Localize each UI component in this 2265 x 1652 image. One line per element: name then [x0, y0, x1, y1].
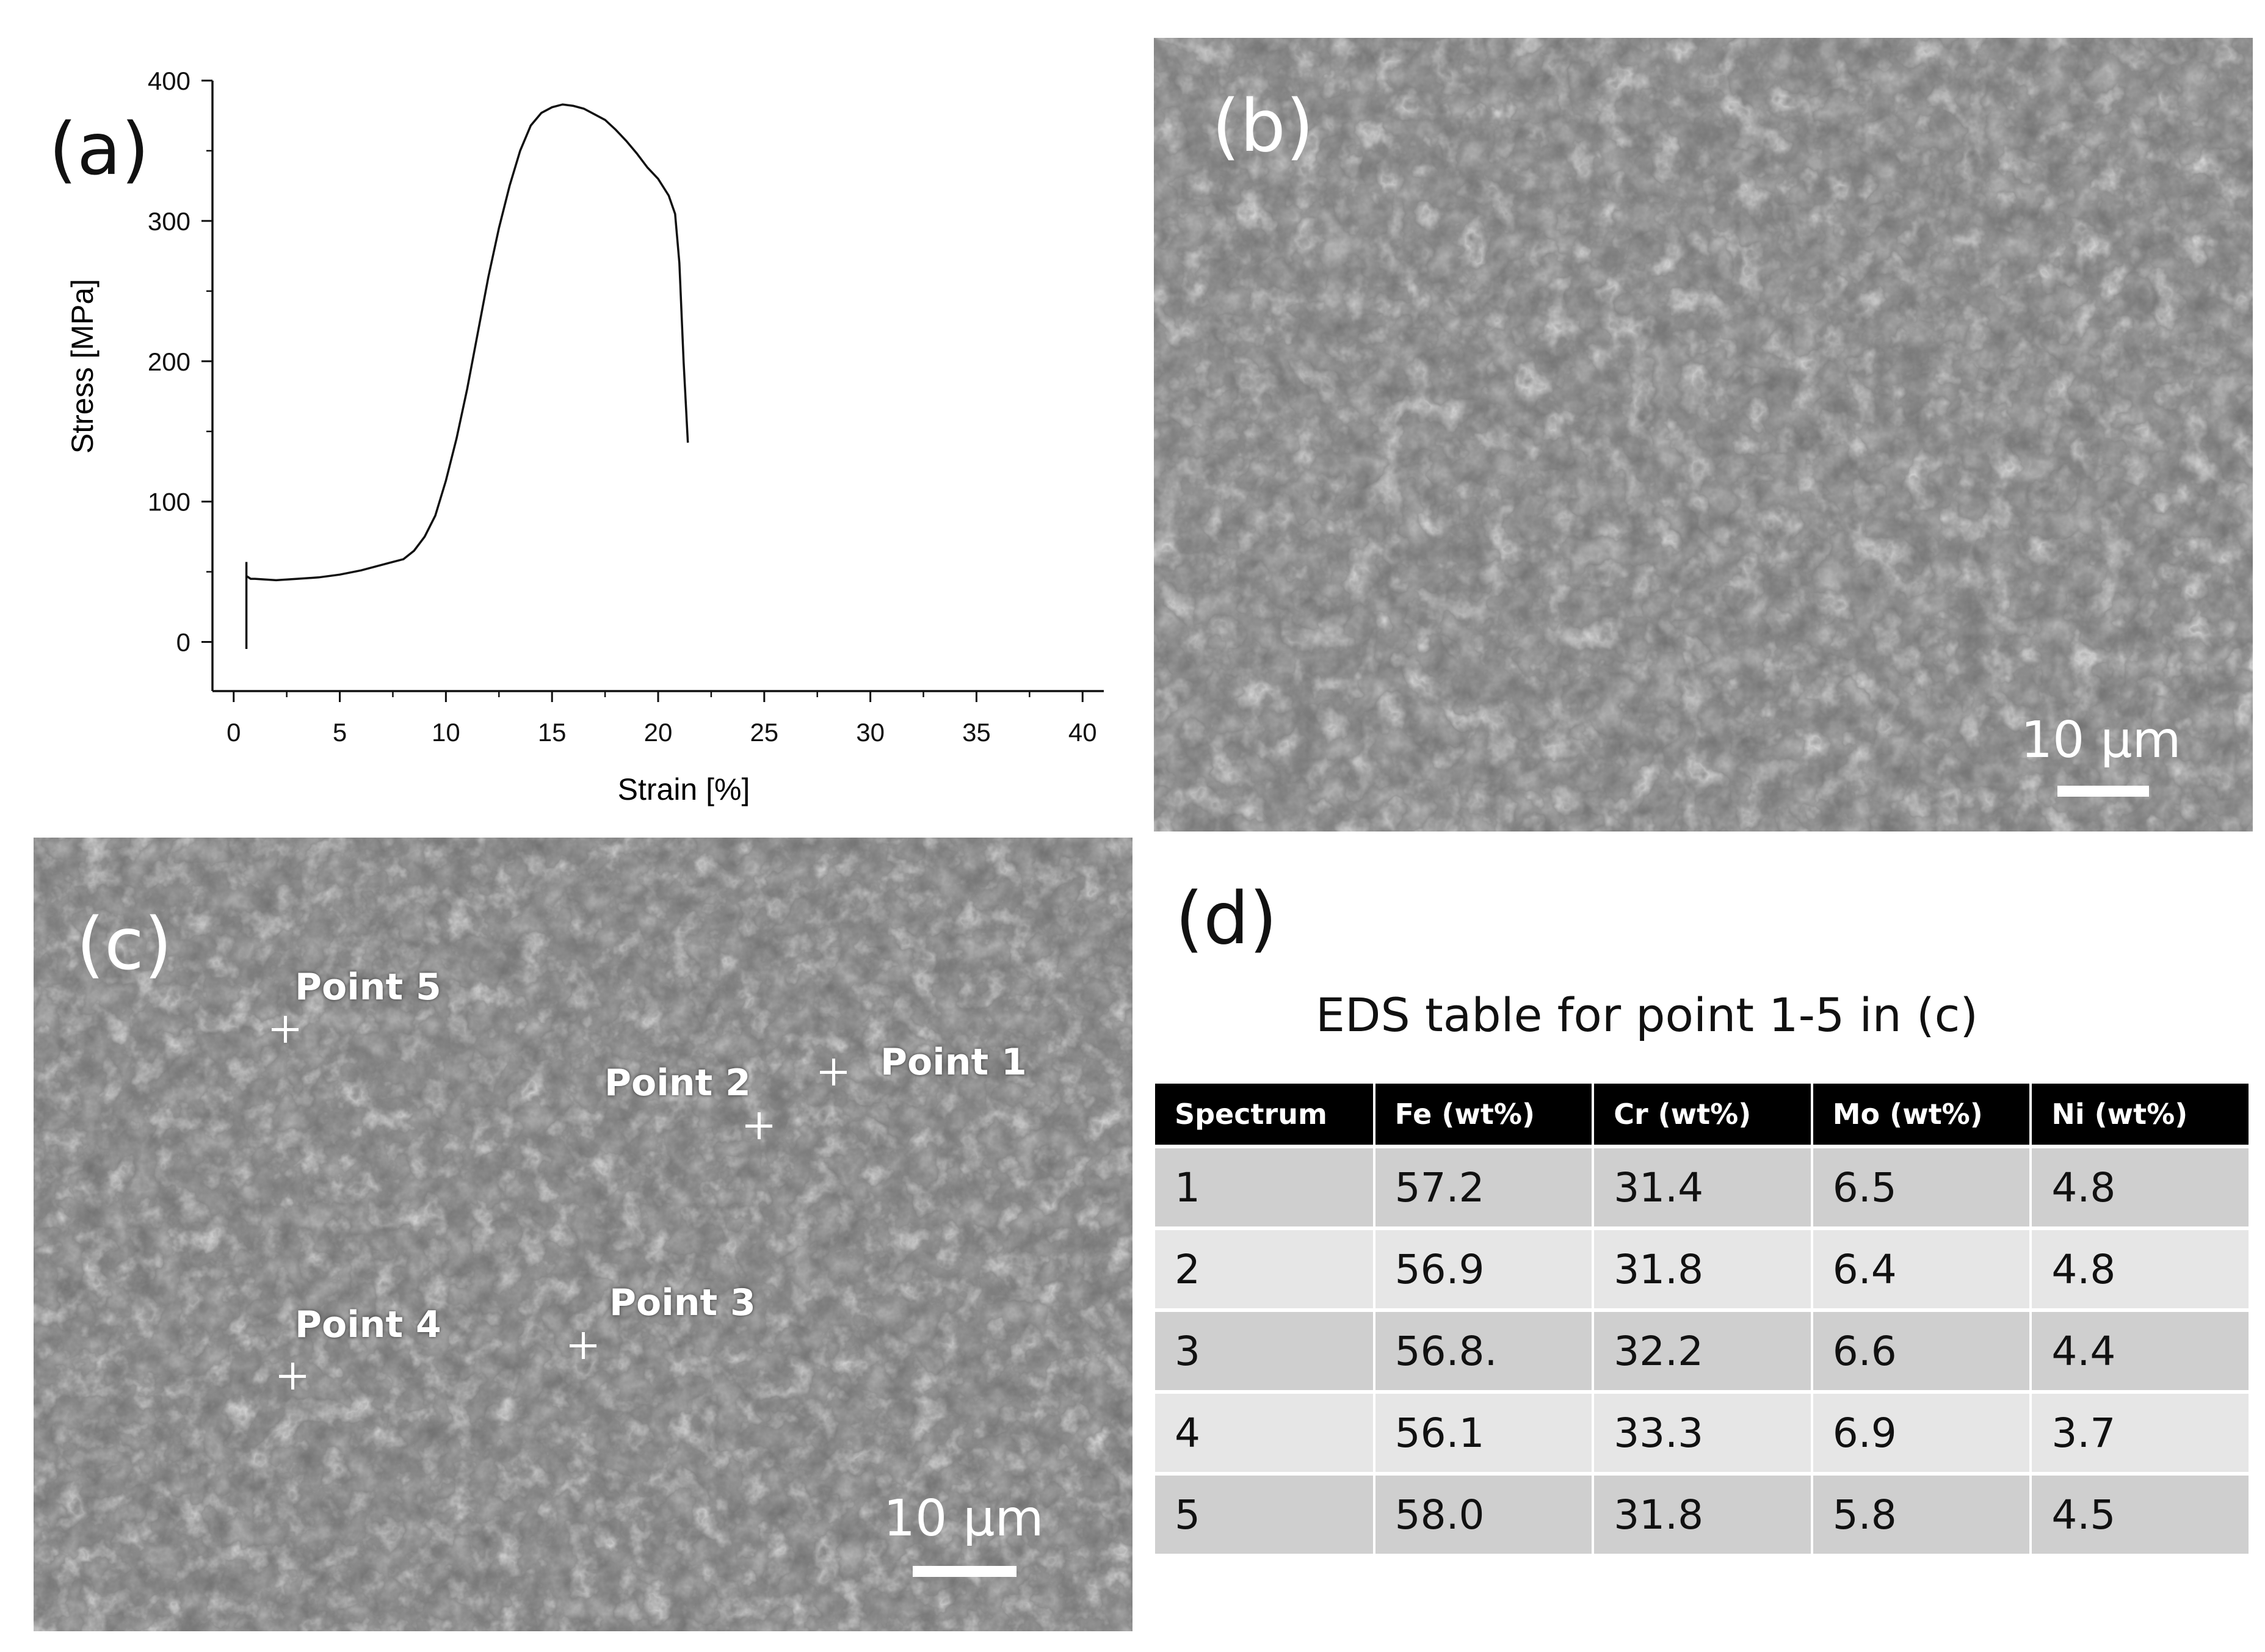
table-cell: 56.1: [1374, 1390, 1595, 1474]
table-cell: 31.4: [1593, 1145, 1813, 1228]
panel-label-c: (c): [76, 902, 172, 986]
table-cell: 4: [1155, 1390, 1375, 1474]
table-cell: 32.2: [1593, 1308, 1813, 1392]
y-tick-label: 100: [148, 488, 190, 516]
table-cell: 6.4: [1811, 1226, 2032, 1310]
scale-bar-label-c: 10 µm: [883, 1490, 1044, 1548]
x-tick-label: 0: [227, 718, 241, 747]
eds-table: Spectrum Fe (wt%) Cr (wt%) Mo (wt%) Ni (…: [1155, 1084, 2251, 1554]
scale-bar-c: [913, 1566, 1017, 1577]
scale-bar-b: [2057, 786, 2149, 797]
panel-label-a: (a): [49, 107, 150, 191]
table-row: 3 56.8. 32.2 6.6 4.4: [1155, 1308, 2251, 1392]
table-cell: 57.2: [1374, 1145, 1595, 1228]
table-cell: 3.7: [2031, 1390, 2251, 1474]
table-row: 2 56.9 31.8 6.4 4.8: [1155, 1226, 2251, 1310]
point-marker-3: [570, 1332, 596, 1359]
header-fe: Fe (wt%): [1374, 1084, 1595, 1147]
y-tick-label: 400: [148, 67, 190, 95]
point-marker-2: [745, 1112, 772, 1139]
stress-strain-curve: [245, 103, 689, 649]
table-row: 4 56.1 33.3 6.9 3.7: [1155, 1390, 2251, 1474]
scale-bar-label-b: 10 µm: [2021, 711, 2181, 769]
table-cell: 1: [1155, 1145, 1375, 1228]
table-cell: 5.8: [1811, 1472, 2032, 1554]
table-cell: 4.4: [2031, 1308, 2251, 1392]
table-cell: 5: [1155, 1472, 1375, 1554]
x-tick-label: 20: [644, 718, 673, 747]
table-cell: 4.5: [2031, 1472, 2251, 1554]
x-tick-label: 10: [432, 718, 460, 747]
y-tick-label: 0: [176, 628, 190, 657]
table-row: 1 57.2 31.4 6.5 4.8: [1155, 1145, 2251, 1228]
table-cell: 31.8: [1593, 1472, 1813, 1554]
table-cell: 2: [1155, 1226, 1375, 1310]
point-label-1: Point 1: [880, 1041, 1027, 1084]
x-tick-label: 5: [333, 718, 347, 747]
table-header-row: Spectrum Fe (wt%) Cr (wt%) Mo (wt%) Ni (…: [1155, 1084, 2251, 1147]
x-tick-label: 40: [1068, 718, 1097, 747]
x-tick-label: 25: [750, 718, 778, 747]
table-row: 5 58.0 31.8 5.8 4.5: [1155, 1472, 2251, 1554]
chart-axes: [211, 81, 1104, 692]
header-mo: Mo (wt%): [1811, 1084, 2032, 1147]
point-marker-1: [820, 1059, 847, 1085]
point-marker-4: [279, 1363, 306, 1389]
x-axis-label: Strain [%]: [618, 772, 750, 806]
fracture-surface-texture: [34, 838, 1132, 1631]
y-axis-label: Stress [MPa]: [65, 279, 100, 454]
panel-label-b: (b): [1212, 84, 1314, 168]
table-title: EDS table for point 1-5 in (c): [1316, 988, 1979, 1042]
x-tick-label: 35: [962, 718, 991, 747]
sem-image-b: (b) 10 µm: [1154, 38, 2253, 831]
x-tick-label: 15: [538, 718, 567, 747]
table-cell: 56.9: [1374, 1226, 1595, 1310]
header-spectrum: Spectrum: [1155, 1084, 1375, 1147]
table-cell: 58.0: [1374, 1472, 1595, 1554]
fracture-surface-texture: [1154, 38, 2253, 831]
point-label-4: Point 4: [295, 1303, 441, 1346]
point-label-2: Point 2: [604, 1062, 751, 1104]
table-cell: 6.9: [1811, 1390, 2032, 1474]
sem-image-c: (c) Point 5 Point 1 Point 2 Point 3 Poin…: [34, 838, 1132, 1631]
header-cr: Cr (wt%): [1593, 1084, 1813, 1147]
table-cell: 33.3: [1593, 1390, 1813, 1474]
table-cell: 31.8: [1593, 1226, 1813, 1310]
table-cell: 4.8: [2031, 1226, 2251, 1310]
table-cell: 4.8: [2031, 1145, 2251, 1228]
table-cell: 6.6: [1811, 1308, 2032, 1392]
point-label-5: Point 5: [295, 966, 441, 1009]
header-ni: Ni (wt%): [2031, 1084, 2251, 1147]
point-label-3: Point 3: [609, 1281, 756, 1324]
y-tick-label: 200: [148, 347, 190, 376]
table-cell: 56.8.: [1374, 1308, 1595, 1392]
point-marker-5: [272, 1016, 299, 1043]
table-cell: 3: [1155, 1308, 1375, 1392]
panel-label-d: (d): [1175, 876, 1277, 960]
table-cell: 6.5: [1811, 1145, 2032, 1228]
x-tick-label: 30: [856, 718, 885, 747]
y-tick-label: 300: [148, 207, 190, 236]
